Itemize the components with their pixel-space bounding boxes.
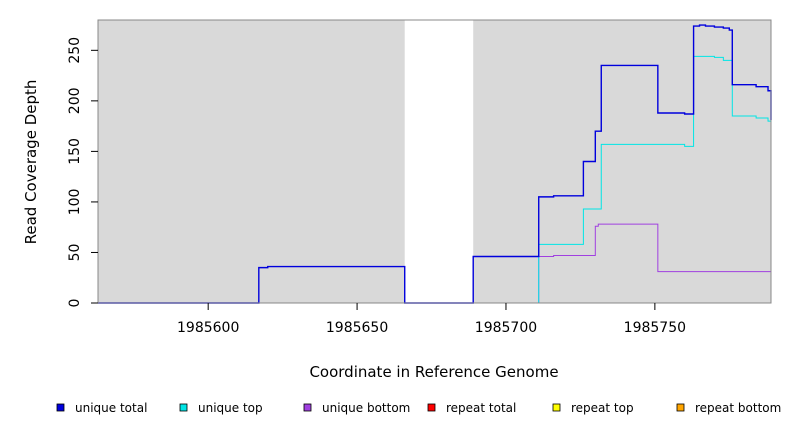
shaded-region-2 — [473, 20, 771, 303]
legend-label-unique-top: unique top — [198, 401, 263, 415]
legend: unique total unique top unique bottom repea… — [56, 401, 781, 415]
legend-swatch-repeat-top — [552, 403, 561, 412]
legend-swatch-repeat-bottom — [676, 403, 685, 412]
x-tick-label: 1985650 — [326, 320, 388, 336]
legend-label-repeat-bottom: repeat bottom — [695, 401, 781, 415]
x-tick-label: 1985700 — [475, 320, 537, 336]
plot-background — [98, 20, 771, 303]
plot-frame — [97, 19, 772, 304]
y-tick-label: 150 — [67, 138, 83, 165]
legend-label-repeat-total: repeat total — [446, 401, 516, 415]
x-axis: 1985600 1985650 1985700 1985750 — [177, 303, 686, 336]
y-axis-title: Read Coverage Depth — [22, 80, 40, 245]
legend-label-repeat-top: repeat top — [571, 401, 634, 415]
y-tick-label: 100 — [67, 189, 83, 216]
y-tick-label: 200 — [67, 87, 83, 114]
legend-label-unique-bottom: unique bottom — [322, 401, 410, 415]
y-tick-label: 50 — [67, 244, 83, 262]
legend-swatch-unique-total — [56, 403, 65, 412]
legend-swatch-repeat-total — [427, 403, 436, 412]
y-axis: 0 50 100 150 200 250 — [67, 37, 98, 308]
x-tick-label: 1985600 — [177, 320, 239, 336]
legend-swatch-unique-top — [179, 403, 188, 412]
x-tick-label: 1985750 — [624, 320, 686, 336]
x-axis-title: Coordinate in Reference Genome — [309, 363, 558, 381]
legend-label-unique-total: unique total — [75, 401, 147, 415]
shaded-region-1 — [98, 20, 405, 303]
y-tick-label: 0 — [67, 299, 83, 308]
y-tick-label: 250 — [67, 37, 83, 64]
legend-swatch-unique-bottom — [303, 403, 312, 412]
